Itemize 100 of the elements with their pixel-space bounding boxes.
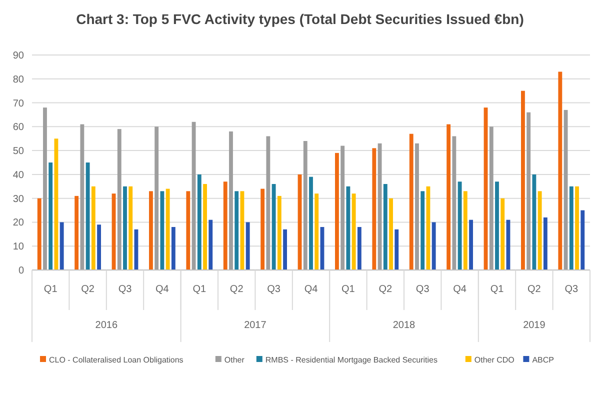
bar (526, 112, 531, 270)
bar (314, 194, 319, 270)
y-tick-label: 30 (12, 194, 24, 205)
x-tick-label: Q3 (118, 284, 132, 295)
x-tick-label: Q4 (156, 284, 170, 295)
bar (409, 134, 414, 270)
bar (469, 220, 473, 270)
bar (500, 198, 505, 270)
bar (340, 146, 345, 270)
y-tick-label: 10 (12, 242, 24, 253)
x-tick-label: Q3 (564, 284, 579, 295)
bar (48, 162, 53, 270)
bar (389, 198, 393, 270)
bar (335, 152, 339, 270)
legend-label: Other CDO (474, 355, 514, 364)
x-tick-label: Q2 (528, 284, 542, 295)
bar (283, 229, 287, 270)
x-tick-label: Q2 (230, 284, 244, 295)
bar (43, 108, 47, 270)
bar (521, 90, 525, 270)
bar (128, 186, 133, 270)
bar (463, 191, 468, 270)
bar (272, 184, 276, 270)
bar (372, 148, 376, 270)
bar (171, 227, 176, 270)
bar (223, 182, 228, 270)
bar (54, 138, 58, 270)
bar (197, 174, 202, 270)
bar (346, 186, 350, 270)
bar (569, 186, 574, 270)
y-tick-label: 20 (12, 218, 24, 229)
bar (432, 222, 436, 270)
y-tick-label: 60 (12, 122, 24, 134)
bar (154, 126, 159, 270)
chart-title: Chart 3: Top 5 FVC Activity types (Total Debt Securities Issued €bn) (76, 11, 524, 27)
bar (458, 182, 462, 270)
x-tick-label: Q1 (490, 284, 504, 295)
bar (543, 217, 548, 270)
bar (97, 224, 101, 270)
bar (37, 198, 42, 270)
x-tick-label: Q4 (453, 284, 467, 295)
y-tick-label: 80 (12, 74, 24, 86)
bar (208, 220, 213, 270)
bar (558, 72, 562, 270)
bar (149, 191, 153, 270)
bar (91, 186, 96, 270)
bar (74, 196, 79, 270)
legend-label: RMBS - Residential Mortgage Backed Securities (265, 355, 438, 364)
bar (532, 174, 536, 270)
x-tick-label: Q3 (416, 284, 430, 295)
bar (260, 188, 265, 270)
bar (452, 136, 456, 270)
bar (415, 143, 419, 270)
bar (383, 184, 388, 270)
bar (446, 124, 451, 270)
bar (309, 176, 313, 270)
y-tick-label: 50 (12, 146, 24, 158)
bar (489, 126, 494, 270)
bar (357, 227, 362, 270)
bar (240, 191, 244, 270)
text: 2018 (392, 320, 416, 331)
x-tick-label: Q1 (192, 284, 207, 295)
x-tick-label: Q3 (267, 284, 281, 295)
x-tick-label: Q2 (81, 284, 95, 295)
text: 2016 (95, 320, 118, 331)
bar (538, 191, 542, 270)
bar (234, 191, 239, 270)
bar (117, 129, 122, 270)
bar (266, 136, 270, 270)
bar (564, 110, 568, 270)
bar (394, 229, 399, 270)
bar (160, 191, 164, 270)
bar (186, 191, 190, 270)
bar (166, 188, 170, 270)
bar (420, 191, 425, 270)
bar (229, 131, 233, 270)
bar (203, 184, 207, 270)
bar (575, 186, 579, 270)
legend-label: Other (224, 355, 245, 364)
bar (277, 196, 282, 270)
bar (80, 124, 84, 270)
text: 2019 (523, 320, 546, 331)
bar (352, 194, 356, 270)
bar (495, 182, 499, 270)
y-tick-label: 70 (12, 98, 24, 110)
y-tick-label: 40 (12, 170, 24, 181)
bar (303, 141, 308, 270)
bar (86, 162, 90, 270)
bar (426, 186, 430, 270)
text: 2017 (244, 320, 267, 331)
legend-label: CLO - Collateralised Loan Obligations (49, 355, 184, 364)
x-tick-label: Q1 (44, 284, 58, 295)
bar (580, 210, 585, 270)
bar (378, 143, 382, 270)
y-tick-label: 90 (12, 50, 24, 62)
x-tick-label: Q1 (342, 284, 356, 295)
bar (192, 122, 196, 270)
x-tick-label: Q2 (378, 284, 393, 295)
bar (123, 186, 127, 270)
x-tick-label: Q4 (304, 284, 318, 295)
